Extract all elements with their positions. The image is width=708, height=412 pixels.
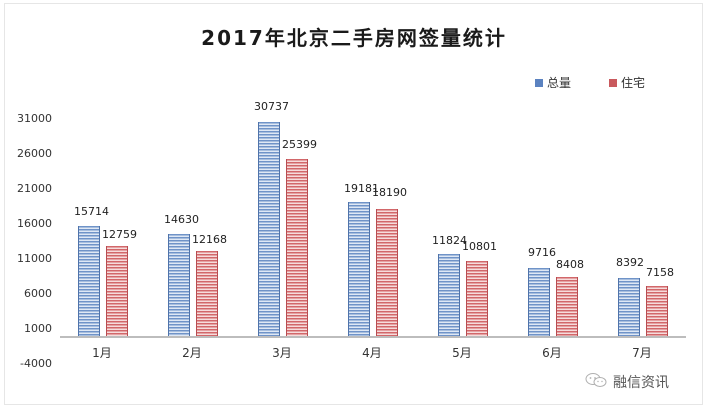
x-axis-line: [60, 336, 686, 338]
y-tick: 1000: [24, 322, 52, 335]
bar-residential-5: [466, 261, 488, 336]
chart-legend: 总量 住宅: [535, 74, 645, 91]
legend-item-total: 总量: [535, 74, 571, 91]
data-label-total-1: 15714: [74, 205, 109, 218]
data-label-residential-6: 8408: [556, 258, 584, 271]
x-label-7: 7月: [632, 346, 652, 360]
y-tick: 16000: [17, 217, 52, 230]
legend-swatch-total: [535, 78, 543, 87]
x-label-2: 2月: [182, 346, 202, 360]
bar-residential-4: [376, 209, 398, 336]
bar-residential-7: [646, 286, 668, 336]
data-label-total-6: 9716: [528, 246, 556, 259]
chart-frame: [4, 3, 703, 405]
watermark-text: 融信资讯: [613, 375, 669, 391]
legend-label-total: 总量: [547, 76, 572, 90]
y-tick: -4000: [20, 357, 52, 370]
y-tick: 26000: [17, 147, 52, 160]
bar-total-6: [528, 268, 550, 336]
data-label-total-5: 11824: [432, 234, 467, 247]
bar-residential-1: [106, 246, 128, 336]
y-tick: 11000: [17, 252, 52, 265]
legend-item-residential: 住宅: [609, 74, 645, 91]
y-tick: 6000: [24, 287, 52, 300]
x-label-6: 6月: [542, 346, 562, 360]
bar-total-1: [78, 226, 100, 336]
bar-total-7: [618, 278, 640, 336]
data-label-residential-4: 18190: [372, 186, 407, 199]
data-label-total-3: 30737: [254, 100, 289, 113]
data-label-total-4: 19181: [344, 182, 379, 195]
bar-total-3: [258, 122, 280, 336]
y-tick: 21000: [17, 182, 52, 195]
x-label-3: 3月: [272, 346, 292, 360]
data-label-total-7: 8392: [616, 256, 644, 269]
watermark: 融信资讯: [585, 372, 669, 392]
data-label-total-2: 14630: [164, 213, 199, 226]
wechat-icon: [585, 372, 607, 392]
bar-residential-3: [286, 159, 308, 336]
bar-residential-2: [196, 251, 218, 336]
y-tick: 31000: [17, 112, 52, 125]
bar-total-2: [168, 234, 190, 336]
bar-total-4: [348, 202, 370, 336]
x-label-1: 1月: [92, 346, 112, 360]
bar-residential-6: [556, 277, 578, 336]
data-label-residential-5: 10801: [462, 240, 497, 253]
x-label-4: 4月: [362, 346, 382, 360]
chart-title: 2017年北京二手房网签量统计: [201, 26, 507, 50]
bar-total-5: [438, 254, 460, 336]
x-label-5: 5月: [452, 346, 472, 360]
legend-label-residential: 住宅: [621, 76, 646, 90]
data-label-residential-2: 12168: [192, 233, 227, 246]
data-label-residential-7: 7158: [646, 266, 674, 279]
legend-swatch-residential: [609, 78, 618, 87]
data-label-residential-1: 12759: [102, 228, 137, 241]
data-label-residential-3: 25399: [282, 138, 317, 151]
